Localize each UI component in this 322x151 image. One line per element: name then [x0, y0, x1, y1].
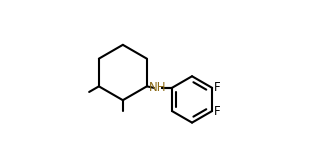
- Text: NH: NH: [149, 81, 167, 94]
- Text: F: F: [214, 104, 221, 117]
- Text: F: F: [214, 81, 221, 94]
